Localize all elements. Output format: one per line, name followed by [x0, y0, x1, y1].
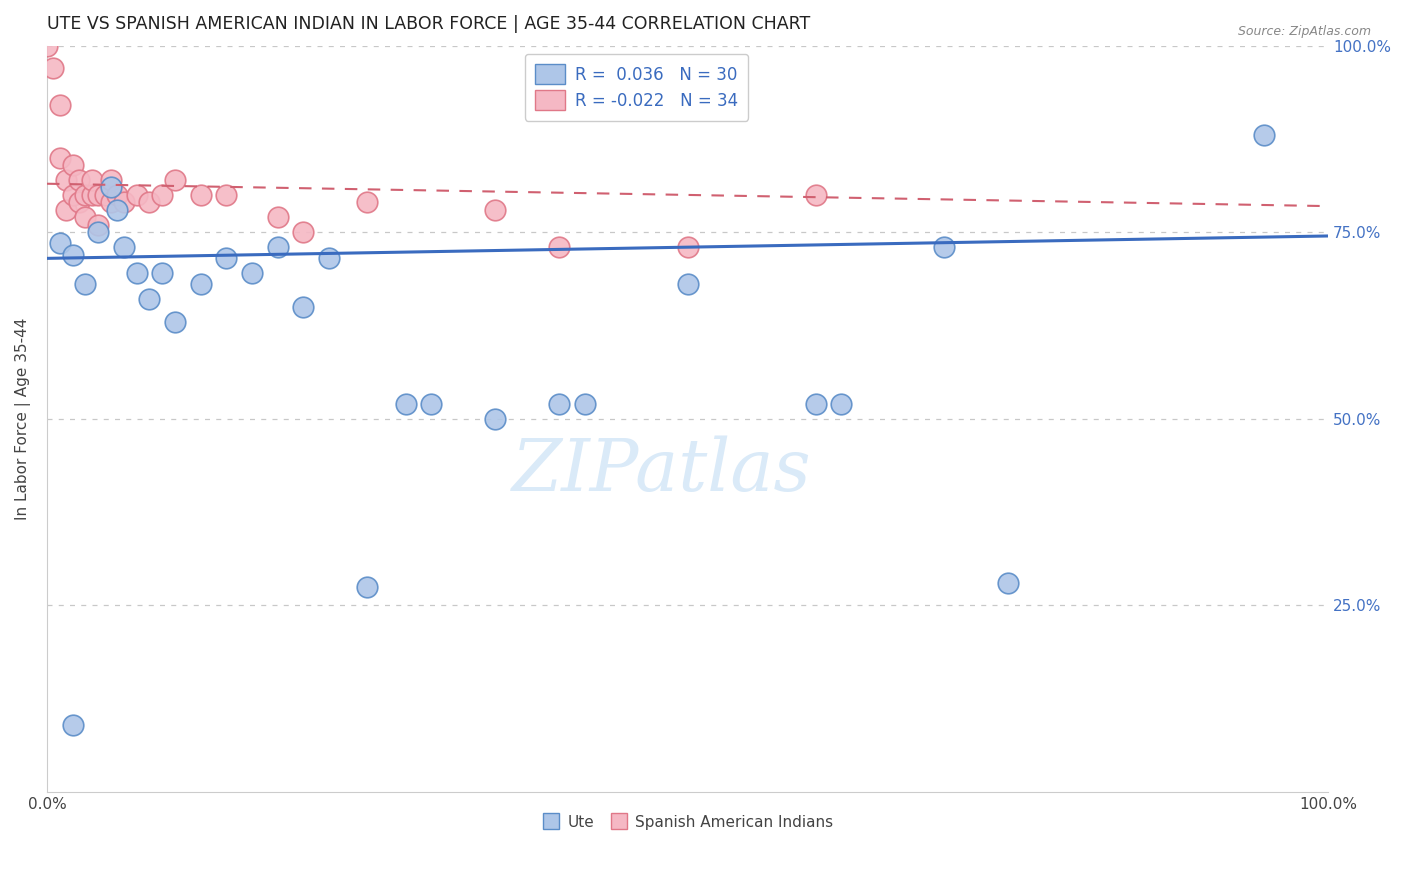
Point: [75, 277, 97, 292]
Point: [107, 202, 129, 217]
Point: [138, 293, 160, 307]
Point: [87, 188, 110, 202]
Point: [112, 195, 135, 210]
Point: [266, 211, 288, 225]
Point: [420, 397, 443, 411]
Point: [548, 240, 571, 254]
Point: [165, 315, 187, 329]
Point: [484, 202, 506, 217]
Legend: Ute, Spanish American Indians: Ute, Spanish American Indians: [536, 808, 839, 837]
Point: [318, 252, 340, 266]
Point: [75, 188, 97, 202]
Y-axis label: In Labor Force | Age 35-44: In Labor Force | Age 35-44: [15, 318, 31, 520]
Point: [125, 188, 148, 202]
Point: [138, 195, 160, 210]
Point: [62, 718, 84, 732]
Point: [484, 412, 506, 426]
Text: Source: ZipAtlas.com: Source: ZipAtlas.com: [1237, 25, 1371, 38]
Point: [1253, 128, 1275, 143]
Point: [215, 188, 238, 202]
Point: [804, 188, 827, 202]
Point: [62, 247, 84, 261]
Point: [112, 240, 135, 254]
Point: [87, 218, 110, 232]
Point: [292, 225, 315, 239]
Point: [574, 397, 596, 411]
Text: UTE VS SPANISH AMERICAN INDIAN IN LABOR FORCE | AGE 35-44 CORRELATION CHART: UTE VS SPANISH AMERICAN INDIAN IN LABOR …: [46, 15, 810, 33]
Point: [67, 173, 90, 187]
Point: [49, 98, 72, 112]
Point: [55, 202, 77, 217]
Point: [997, 576, 1019, 591]
Text: ZIPatlas: ZIPatlas: [512, 436, 811, 507]
Point: [35, 38, 58, 53]
Point: [100, 173, 122, 187]
Point: [215, 252, 238, 266]
Point: [100, 180, 122, 194]
Point: [292, 300, 315, 314]
Point: [356, 580, 378, 594]
Point: [676, 277, 699, 292]
Point: [932, 240, 955, 254]
Point: [62, 158, 84, 172]
Point: [42, 61, 65, 75]
Point: [190, 188, 212, 202]
Point: [125, 266, 148, 280]
Point: [49, 236, 72, 251]
Point: [75, 211, 97, 225]
Point: [49, 151, 72, 165]
Point: [80, 173, 103, 187]
Point: [55, 173, 77, 187]
Point: [190, 277, 212, 292]
Point: [62, 188, 84, 202]
Point: [804, 397, 827, 411]
Point: [356, 195, 378, 210]
Point: [80, 188, 103, 202]
Point: [67, 195, 90, 210]
Point: [107, 188, 129, 202]
Point: [165, 173, 187, 187]
Point: [150, 266, 173, 280]
Point: [150, 188, 173, 202]
Point: [266, 240, 288, 254]
Point: [548, 397, 571, 411]
Point: [87, 225, 110, 239]
Point: [93, 188, 115, 202]
Point: [676, 240, 699, 254]
Point: [100, 195, 122, 210]
Point: [240, 266, 263, 280]
Point: [395, 397, 418, 411]
Point: [830, 397, 852, 411]
